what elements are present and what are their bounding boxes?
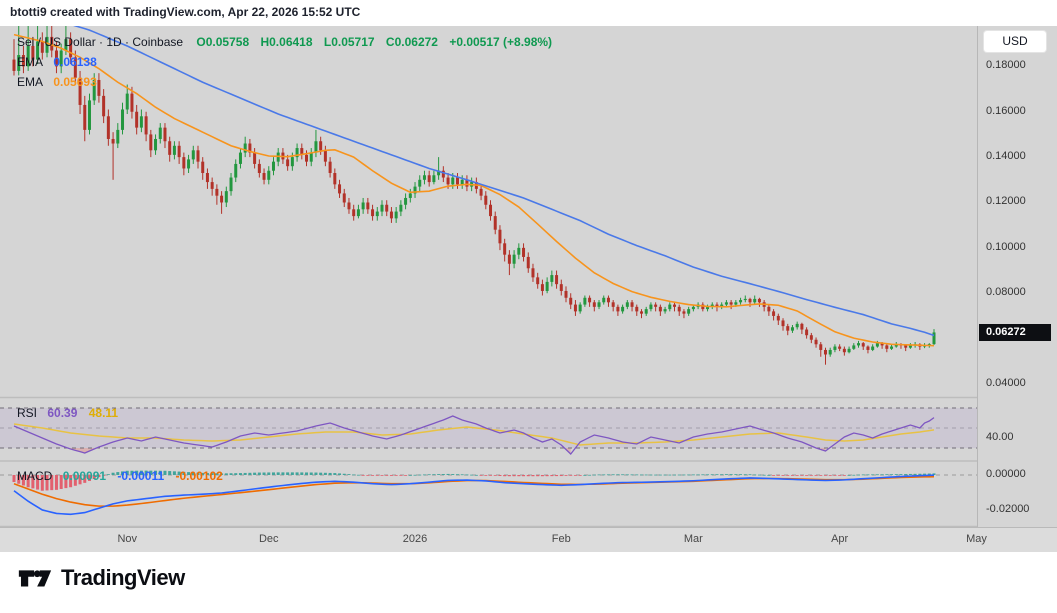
- price-tick: 0.08000: [986, 286, 1026, 299]
- chart-canvas[interactable]: [0, 26, 977, 552]
- tradingview-logo[interactable]: TradingView: [18, 564, 185, 592]
- time-axis-label: May: [966, 533, 987, 545]
- price-tick: 0.10000: [986, 240, 1026, 253]
- time-axis[interactable]: Nov Dec 2026 Feb Mar Apr May: [0, 527, 1057, 553]
- currency-button[interactable]: USD: [984, 31, 1046, 52]
- time-axis-label: Apr: [831, 533, 849, 545]
- price-tick: 0.14000: [986, 150, 1026, 163]
- time-axis-label: Nov: [117, 533, 137, 545]
- time-axis-label: Mar: [683, 533, 703, 545]
- price-tick: 0.04000: [986, 376, 1026, 389]
- chart-area: Sei / US Dollar · 1D · Coinbase O0.05758…: [0, 26, 1057, 553]
- brand-name: TradingView: [61, 565, 185, 590]
- time-axis-label: Feb: [551, 533, 571, 545]
- time-axis-label: Dec: [258, 533, 279, 545]
- time-axis-label: 2026: [402, 533, 428, 545]
- price-tick: 0.12000: [986, 195, 1026, 208]
- tradingview-logo-icon: [18, 570, 52, 587]
- price-axis[interactable]: USD 0.18000 0.16000 0.14000 0.12000 0.10000 0…: [977, 26, 1057, 527]
- footer: TradingView: [0, 552, 1057, 613]
- macd-panel: [0, 470, 977, 516]
- rsi-panel: [0, 407, 977, 455]
- macd-tick: 0.00000: [986, 467, 1026, 480]
- candlestick-panel: [12, 26, 936, 365]
- current-price-badge: 0.06272: [979, 323, 1051, 341]
- price-tick: 0.16000: [986, 104, 1026, 117]
- macd-tick: -0.02000: [986, 502, 1030, 515]
- rsi-tick: 40.00: [986, 431, 1014, 443]
- snapshot-byline: btotti9 created with TradingView.com, Ap…: [10, 5, 361, 19]
- price-tick: 0.18000: [986, 59, 1026, 72]
